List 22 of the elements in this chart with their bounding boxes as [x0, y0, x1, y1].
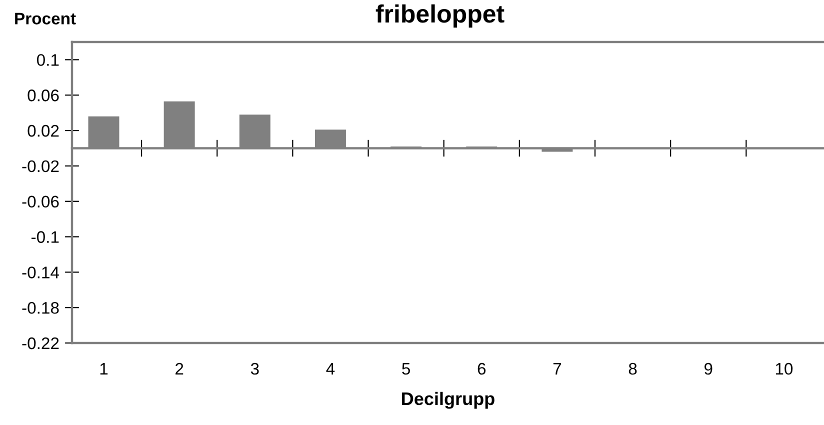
y-tick-label: -0.06 — [22, 196, 59, 208]
y-tick-label: -0.14 — [22, 266, 60, 278]
x-tick-label: 1 — [100, 363, 108, 375]
y-tick-label: 0.02 — [28, 124, 59, 137]
y-tick-label: -0.02 — [22, 160, 59, 172]
x-tick-label: 3 — [250, 362, 259, 375]
x-tick-label: 2 — [176, 362, 184, 375]
x-tick-label: 9 — [704, 362, 712, 375]
x-tick-label: 6 — [478, 362, 486, 375]
y-axis-title: Procent — [15, 12, 76, 24]
x-tick-label: 4 — [326, 363, 335, 375]
y-tick-label: 0.1 — [36, 54, 59, 66]
x-axis-title: Decilgrupp — [402, 392, 494, 409]
chart-title: fribeloppet — [376, 4, 504, 28]
y-tick-label: -0.22 — [22, 337, 59, 350]
y-tick-label: 0.06 — [28, 90, 59, 102]
x-tick-label: 7 — [553, 363, 562, 375]
y-tick-label: -0.1 — [32, 231, 59, 243]
y-tick-label: -0.18 — [22, 302, 59, 314]
x-tick-label: 10 — [776, 362, 793, 375]
x-tick-label: 8 — [628, 362, 637, 375]
x-tick-label: 5 — [402, 363, 410, 375]
